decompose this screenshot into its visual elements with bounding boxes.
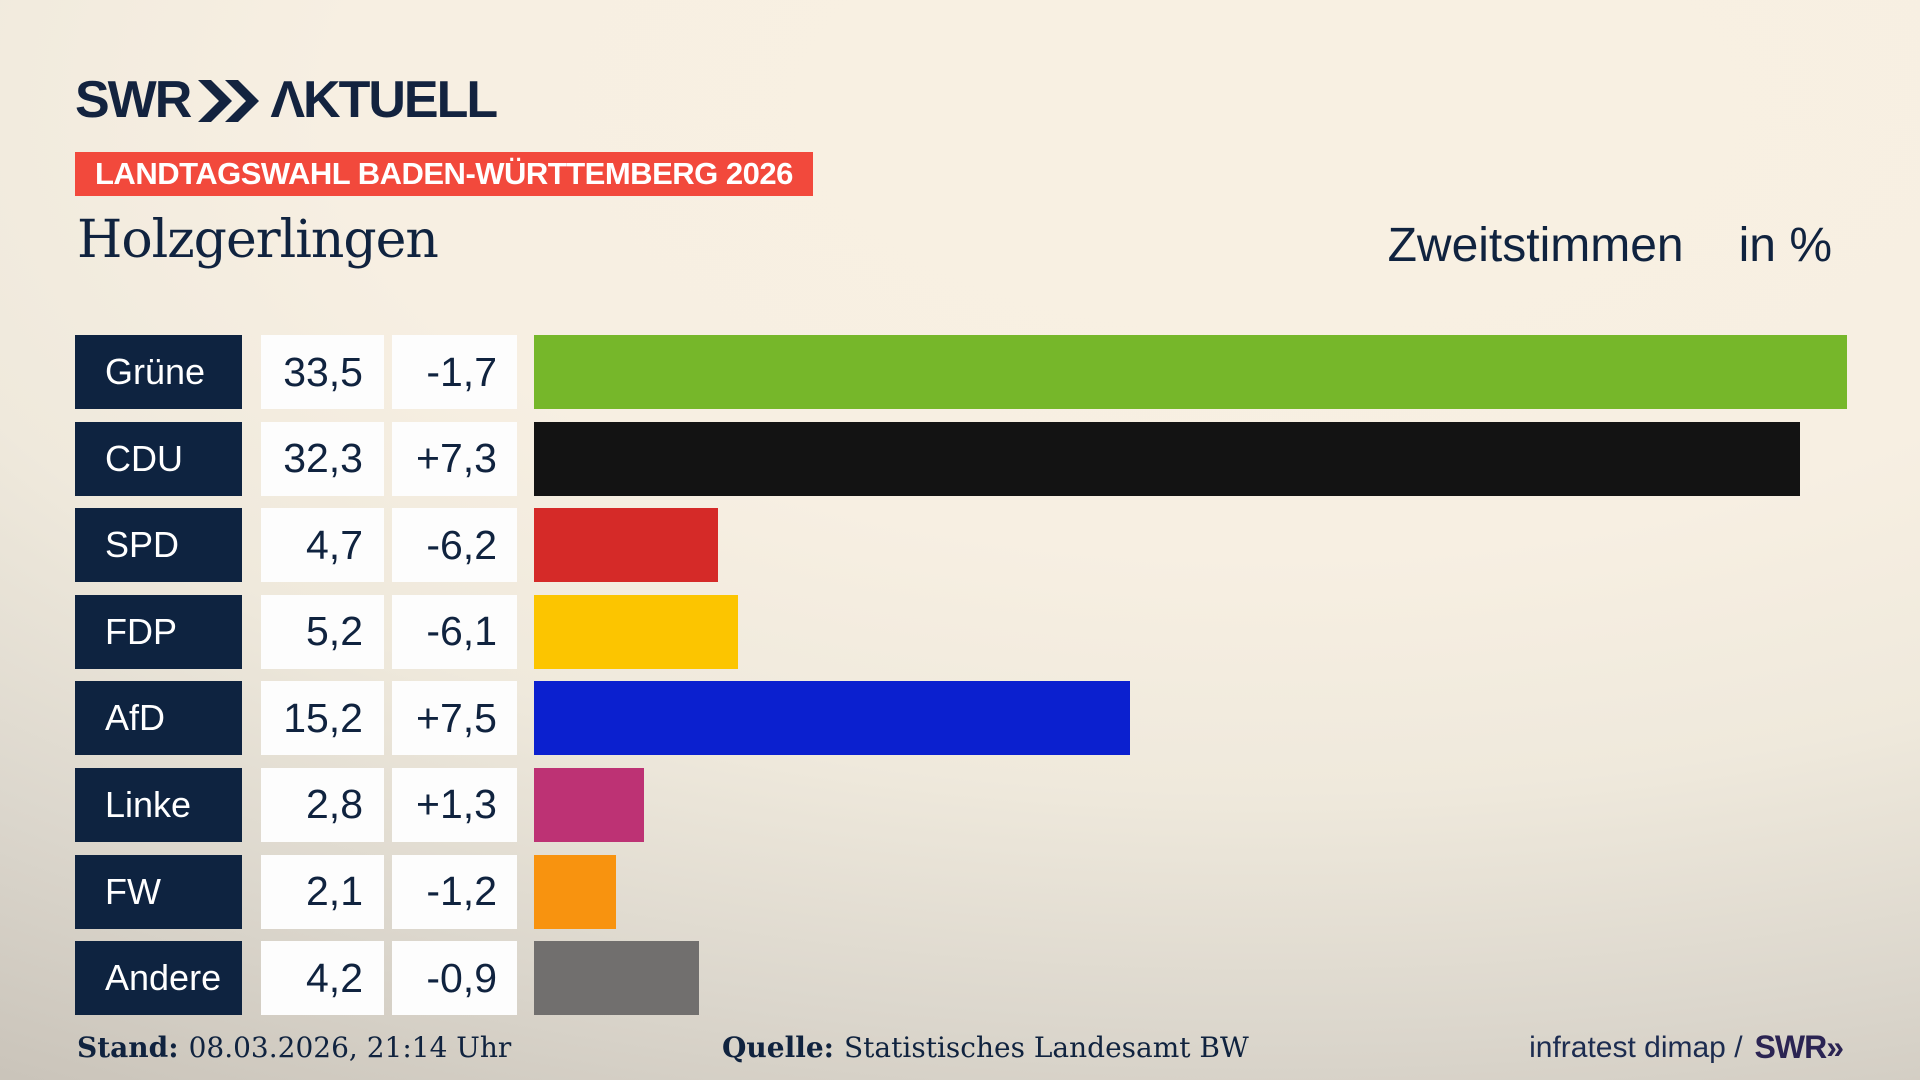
stand-label: Stand: bbox=[77, 1031, 179, 1064]
gap bbox=[384, 768, 392, 842]
change-cell: +7,5 bbox=[392, 681, 517, 756]
gap bbox=[242, 681, 261, 755]
gap bbox=[242, 941, 261, 1015]
gap bbox=[242, 422, 261, 496]
change-cell: -0,9 bbox=[392, 941, 517, 1016]
stand-value: 08.03.2026, 21:14 Uhr bbox=[188, 1031, 512, 1064]
gap bbox=[517, 768, 534, 842]
table-row: CDU 32,3 +7,3 bbox=[75, 421, 1920, 496]
party-label: FW bbox=[75, 854, 242, 929]
table-row: Linke 2,8 +1,3 bbox=[75, 767, 1920, 842]
gap bbox=[242, 595, 261, 669]
party-label: Linke bbox=[75, 767, 242, 842]
credit-text: infratest dimap / bbox=[1529, 1030, 1743, 1064]
change-cell: -6,2 bbox=[392, 508, 517, 583]
gap bbox=[384, 681, 392, 755]
source-value: Statistisches Landesamt BW bbox=[844, 1031, 1249, 1064]
table-row: FDP 5,2 -6,1 bbox=[75, 594, 1920, 669]
value-cell: 4,2 bbox=[261, 941, 384, 1016]
gap bbox=[517, 335, 534, 409]
change-cell: -6,1 bbox=[392, 594, 517, 669]
gap bbox=[242, 335, 261, 409]
gap bbox=[384, 335, 392, 409]
change-cell: +7,3 bbox=[392, 421, 517, 496]
gap bbox=[517, 855, 534, 929]
gap bbox=[242, 768, 261, 842]
stand-info: Stand: 08.03.2026, 21:14 Uhr bbox=[77, 1031, 511, 1064]
result-bar bbox=[534, 594, 738, 669]
value-cell: 32,3 bbox=[261, 421, 384, 496]
table-row: Andere 4,2 -0,9 bbox=[75, 941, 1920, 1016]
party-label: AfD bbox=[75, 681, 242, 756]
unit-label: in % bbox=[1738, 219, 1832, 272]
result-bar bbox=[534, 508, 718, 583]
result-bar bbox=[534, 767, 644, 842]
change-cell: +1,3 bbox=[392, 767, 517, 842]
results-table: Grüne 33,5 -1,7 CDU 32,3 +7,3 SPD 4,7 -6,2 FDP 5,2… bbox=[75, 335, 1920, 1028]
result-bar bbox=[534, 335, 1847, 409]
gap bbox=[517, 681, 534, 755]
credit-info: infratest dimap / SWR» bbox=[1529, 1029, 1844, 1066]
party-label: FDP bbox=[75, 594, 242, 669]
gap bbox=[384, 595, 392, 669]
change-cell: -1,7 bbox=[392, 335, 517, 409]
logo-suffix: ΛKTUELL bbox=[270, 71, 498, 129]
logo-brand: SWR bbox=[75, 71, 192, 129]
measure-label: Zweitstimmen bbox=[1387, 219, 1684, 272]
swr-footer-logo: SWR» bbox=[1754, 1029, 1844, 1065]
gap bbox=[384, 855, 392, 929]
gap bbox=[517, 422, 534, 496]
source-info: Quelle: Statistisches Landesamt BW bbox=[722, 1031, 1249, 1064]
gap bbox=[517, 508, 534, 582]
result-bar bbox=[534, 681, 1130, 756]
gap bbox=[384, 508, 392, 582]
result-bar bbox=[534, 854, 616, 929]
value-cell: 2,1 bbox=[261, 854, 384, 929]
result-bar bbox=[534, 421, 1800, 496]
party-label: SPD bbox=[75, 508, 242, 583]
table-row: FW 2,1 -1,2 bbox=[75, 854, 1920, 929]
party-label: Andere bbox=[75, 941, 242, 1016]
party-label: CDU bbox=[75, 421, 242, 496]
gap bbox=[242, 508, 261, 582]
value-cell: 33,5 bbox=[261, 335, 384, 409]
table-row: Grüne 33,5 -1,7 bbox=[75, 335, 1920, 409]
value-cell: 15,2 bbox=[261, 681, 384, 756]
chevrons-icon bbox=[198, 80, 260, 122]
party-label: Grüne bbox=[75, 335, 242, 409]
value-cell: 2,8 bbox=[261, 767, 384, 842]
source-label: Quelle: bbox=[722, 1031, 834, 1064]
gap bbox=[517, 941, 534, 1015]
gap bbox=[384, 422, 392, 496]
change-cell: -1,2 bbox=[392, 854, 517, 929]
election-badge: LANDTAGSWAHL BADEN-WÜRTTEMBERG 2026 bbox=[75, 152, 813, 196]
gap bbox=[517, 595, 534, 669]
swr-aktuell-logo: SWR ΛKTUELL bbox=[75, 70, 498, 130]
result-bar bbox=[534, 941, 699, 1016]
measure-title: Zweitstimmen in % bbox=[1388, 218, 1832, 273]
table-row: AfD 15,2 +7,5 bbox=[75, 681, 1920, 756]
gap bbox=[242, 855, 261, 929]
region-title: Holzgerlingen bbox=[77, 210, 439, 270]
value-cell: 4,7 bbox=[261, 508, 384, 583]
gap bbox=[384, 941, 392, 1015]
table-row: SPD 4,7 -6,2 bbox=[75, 508, 1920, 583]
value-cell: 5,2 bbox=[261, 594, 384, 669]
